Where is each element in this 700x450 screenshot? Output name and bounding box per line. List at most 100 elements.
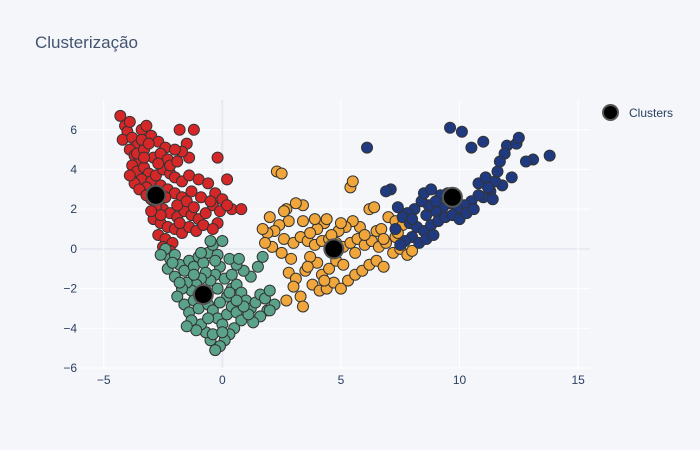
data-point-cluster-0: [199, 207, 212, 220]
data-point-cluster-0: [138, 151, 151, 164]
data-point-cluster-3: [543, 149, 556, 162]
data-point-cluster-2: [320, 213, 333, 226]
data-point-cluster-2: [318, 274, 331, 287]
data-point-cluster-3: [389, 223, 402, 236]
data-point-cluster-0: [204, 195, 217, 208]
legend[interactable]: Clusters: [602, 104, 673, 121]
data-point-cluster-2: [294, 290, 307, 303]
data-point-cluster-1: [232, 252, 245, 265]
data-point-cluster-1: [223, 286, 236, 299]
data-point-cluster-3: [394, 238, 407, 251]
data-point-cluster-1: [263, 304, 276, 317]
data-point-cluster-2: [263, 211, 276, 224]
data-point-cluster-0: [114, 109, 127, 122]
data-point-cluster-2: [301, 260, 314, 273]
data-point-cluster-1: [194, 246, 207, 259]
data-point-cluster-2: [368, 201, 381, 214]
data-point-cluster-2: [308, 213, 321, 226]
data-point-cluster-0: [142, 137, 155, 150]
data-point-cluster-0: [185, 185, 198, 198]
data-point-cluster-0: [123, 169, 136, 182]
data-point-cluster-0: [235, 203, 248, 216]
data-point-cluster-0: [202, 177, 215, 190]
data-point-cluster-2: [278, 205, 290, 218]
y-tick-label: 0: [70, 242, 77, 256]
data-point-cluster-2: [289, 197, 302, 210]
y-tick-label: −4: [63, 321, 77, 335]
data-point-cluster-1: [256, 250, 269, 263]
data-point-cluster-3: [493, 155, 506, 168]
data-point-cluster-0: [206, 223, 219, 236]
data-point-cluster-3: [465, 141, 478, 154]
data-point-cluster-3: [361, 141, 374, 154]
data-point-cluster-3: [491, 165, 504, 178]
data-point-cluster-2: [375, 223, 388, 236]
data-point-cluster-0: [187, 123, 200, 136]
data-point-cluster-2: [296, 300, 309, 313]
data-point-cluster-1: [216, 234, 229, 247]
data-point-cluster-0: [152, 157, 165, 170]
data-point-cluster-2: [259, 236, 272, 249]
data-point-cluster-0: [221, 173, 234, 186]
data-point-cluster-1: [197, 256, 210, 269]
data-point-cluster-0: [221, 199, 234, 212]
data-point-cluster-3: [420, 209, 433, 222]
data-point-cluster-2: [285, 252, 298, 265]
data-point-cluster-0: [173, 217, 186, 230]
y-tick-label: −6: [63, 361, 77, 375]
data-point-cluster-1: [202, 312, 215, 325]
y-tick-label: −2: [63, 282, 77, 296]
data-point-cluster-0: [140, 119, 153, 132]
data-point-cluster-2: [304, 250, 317, 263]
data-point-cluster-1: [213, 296, 226, 309]
data-point-cluster-3: [425, 183, 438, 196]
data-point-cluster-2: [275, 246, 288, 259]
data-point-cluster-2: [337, 258, 350, 271]
legend-label: Clusters: [629, 105, 674, 120]
data-point-cluster-3: [486, 193, 499, 206]
data-point-cluster-1: [263, 284, 276, 297]
data-point-cluster-3: [519, 155, 532, 168]
data-point-cluster-1: [171, 290, 184, 303]
data-point-cluster-3: [505, 171, 518, 184]
data-point-cluster-2: [346, 175, 359, 188]
data-point-cluster-3: [477, 135, 490, 148]
data-point-cluster-1: [230, 294, 243, 307]
data-point-cluster-1: [166, 256, 179, 269]
data-point-cluster-3: [479, 171, 492, 184]
data-point-cluster-2: [406, 244, 419, 257]
data-point-cluster-1: [154, 248, 167, 261]
data-point-cluster-0: [168, 143, 181, 156]
data-point-cluster-3: [512, 131, 525, 144]
x-tick-label: −5: [97, 373, 111, 387]
data-point-cluster-2: [323, 262, 336, 275]
data-point-cluster-1: [187, 268, 200, 281]
data-point-cluster-2: [304, 227, 317, 240]
data-point-cluster-2: [334, 282, 347, 295]
data-point-cluster-0: [123, 115, 136, 128]
data-point-cluster-1: [209, 344, 222, 357]
data-point-cluster-2: [287, 280, 300, 293]
data-point-cluster-0: [173, 123, 186, 136]
data-point-cluster-1: [225, 268, 238, 281]
data-point-cluster-3: [444, 121, 457, 134]
data-point-cluster-2: [296, 215, 309, 228]
data-point-cluster-2: [358, 228, 371, 241]
data-point-cluster-1: [204, 234, 217, 247]
x-tick-label: 5: [338, 373, 345, 387]
x-tick-label: 0: [219, 373, 226, 387]
data-point-cluster-1: [209, 254, 222, 267]
data-point-cluster-2: [334, 217, 347, 230]
data-point-cluster-3: [391, 201, 404, 214]
data-point-cluster-0: [187, 201, 200, 214]
y-tick-label: 4: [70, 162, 77, 176]
chart-title: Clusterização: [35, 33, 138, 52]
cluster-centroids: [145, 184, 463, 306]
axis-tick-labels: −6 −4 −2 0 2 4 6 −5 0 5 10 15: [63, 123, 585, 387]
x-tick-label: 10: [453, 373, 467, 387]
x-tick-label: 15: [571, 373, 585, 387]
data-point-cluster-2: [377, 232, 390, 245]
y-tick-label: 2: [70, 202, 77, 216]
data-point-cluster-3: [427, 228, 440, 241]
